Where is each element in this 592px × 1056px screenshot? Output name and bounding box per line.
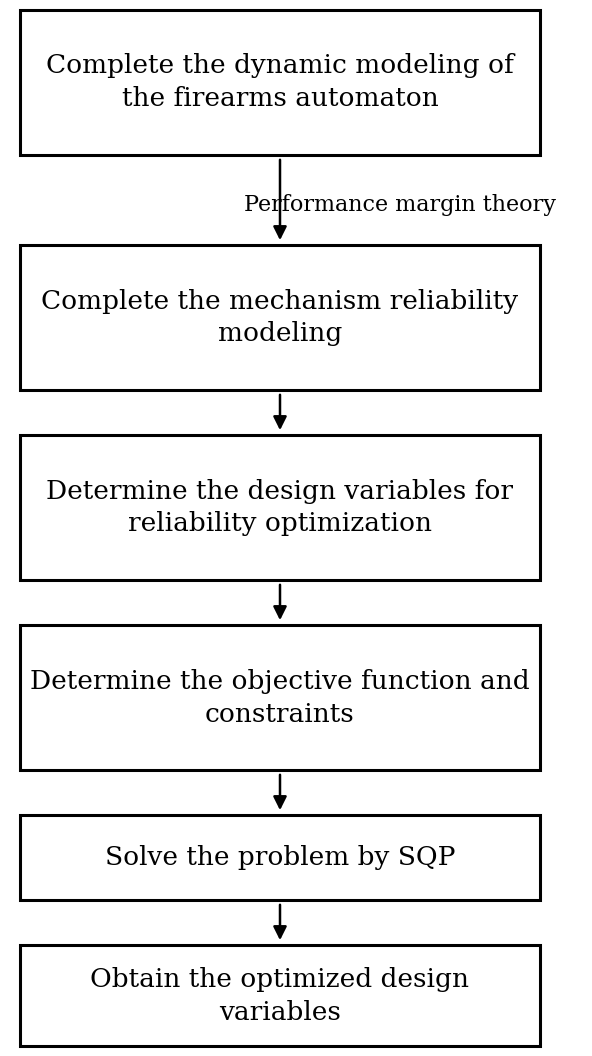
Text: Solve the problem by SQP: Solve the problem by SQP [105,845,455,870]
Text: Determine the objective function and
constraints: Determine the objective function and con… [30,668,530,727]
Text: Determine the design variables for
reliability optimization: Determine the design variables for relia… [47,478,513,536]
Bar [20,10,540,155]
Bar [20,435,540,580]
Bar [20,625,540,770]
Text: Performance margin theory: Performance margin theory [244,194,556,216]
Bar [20,815,540,900]
Text: Complete the mechanism reliability
modeling: Complete the mechanism reliability model… [41,288,519,346]
Bar [20,245,540,390]
Bar [20,945,540,1046]
Text: Complete the dynamic modeling of
the firearms automaton: Complete the dynamic modeling of the fir… [46,54,514,112]
Text: Obtain the optimized design
variables: Obtain the optimized design variables [91,966,469,1024]
